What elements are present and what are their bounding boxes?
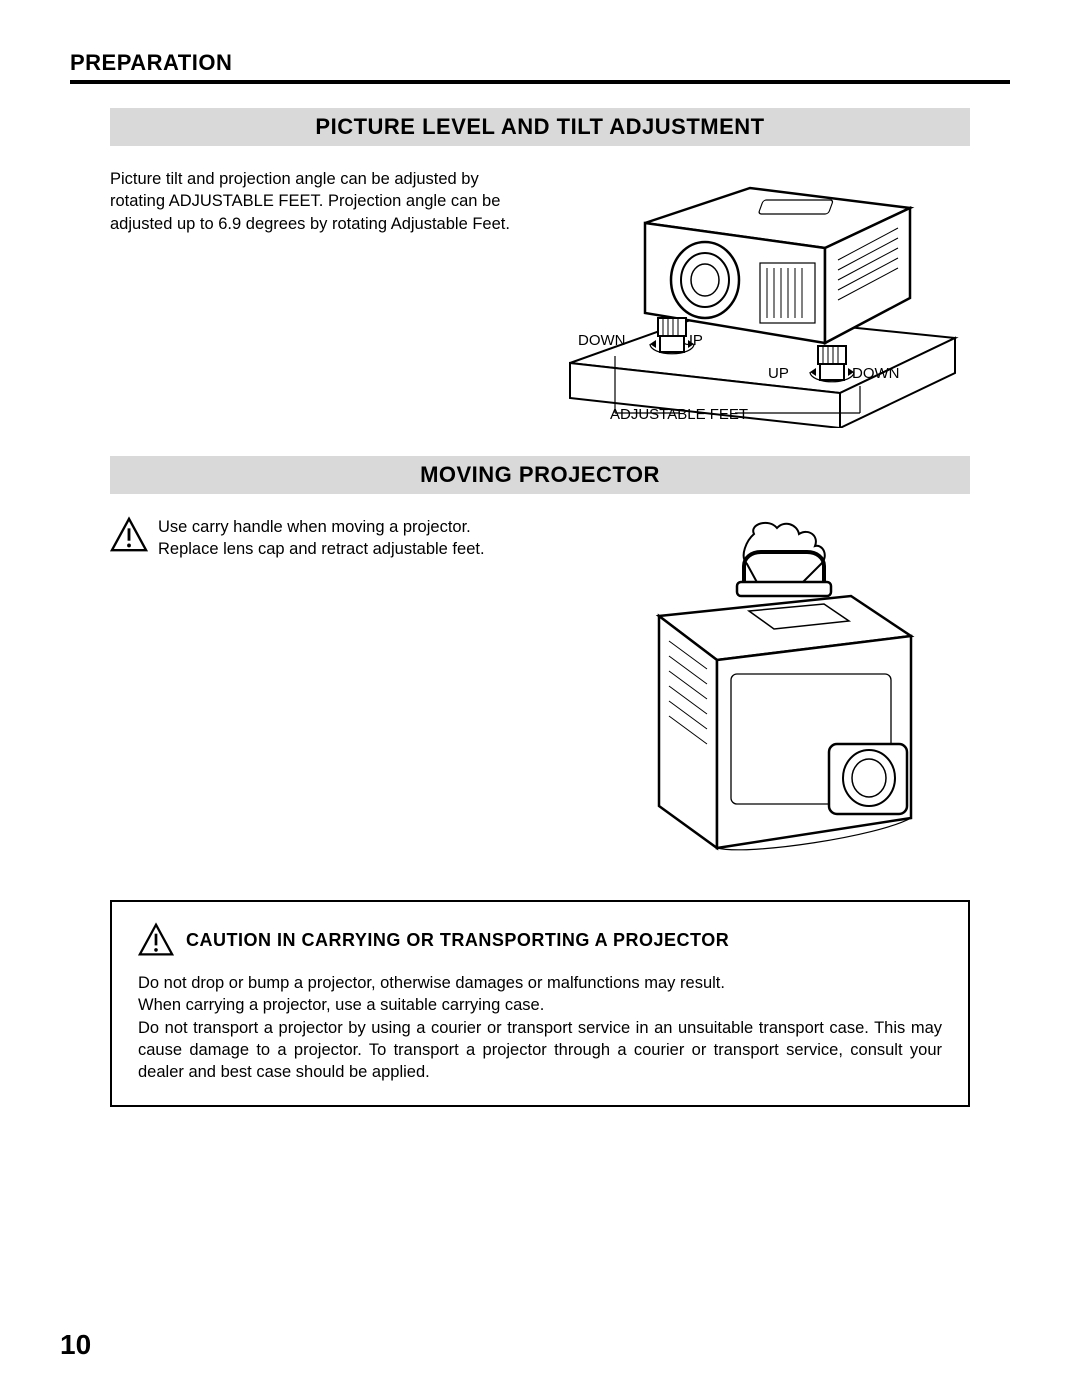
section-moving-text: Use carry handle when moving a projector… — [158, 516, 578, 876]
caution-para1: Do not drop or bump a projector, otherwi… — [138, 972, 942, 994]
page-number: 10 — [60, 1329, 91, 1361]
section-title-moving: MOVING PROJECTOR — [110, 456, 970, 494]
caution-header: CAUTION IN CARRYING OR TRANSPORTING A PR… — [138, 922, 942, 958]
caution-para3: Do not transport a projector by using a … — [138, 1017, 942, 1084]
section-moving-body: Use carry handle when moving a projector… — [110, 516, 970, 876]
adjustable-foot-right — [818, 346, 846, 380]
caution-title: CAUTION IN CARRYING OR TRANSPORTING A PR… — [186, 930, 729, 951]
section-title-tilt: PICTURE LEVEL AND TILT ADJUSTMENT — [110, 108, 970, 146]
label-down-left: DOWN — [578, 332, 626, 349]
projector-tilt-illustration — [550, 168, 970, 428]
caution-para2: When carrying a projector, use a suitabl… — [138, 994, 942, 1016]
caution-box: CAUTION IN CARRYING OR TRANSPORTING A PR… — [110, 900, 970, 1107]
section-tilt-body: Picture tilt and projection angle can be… — [110, 168, 970, 428]
section-tilt-text: Picture tilt and projection angle can be… — [110, 168, 530, 428]
label-adjustable-feet: ADJUSTABLE FEET — [610, 406, 748, 423]
warning-icon — [138, 922, 174, 958]
label-up-left: UP — [682, 332, 703, 349]
chapter-title: PREPARATION — [70, 50, 1010, 76]
manual-page: PREPARATION PICTURE LEVEL AND TILT ADJUS… — [0, 0, 1080, 1147]
figure-carry — [588, 516, 970, 876]
moving-line2: Replace lens cap and retract adjustable … — [158, 540, 485, 558]
label-up-right: UP — [768, 365, 789, 382]
label-down-right: DOWN — [852, 365, 900, 382]
figure-tilt: DOWN UP UP DOWN ADJUSTABLE FEET — [550, 168, 970, 428]
moving-line1: Use carry handle when moving a projector… — [158, 518, 471, 536]
projector-carry-illustration — [588, 516, 970, 876]
chapter-rule — [70, 80, 1010, 84]
warning-icon — [110, 516, 148, 554]
caution-body: Do not drop or bump a projector, otherwi… — [138, 972, 942, 1083]
